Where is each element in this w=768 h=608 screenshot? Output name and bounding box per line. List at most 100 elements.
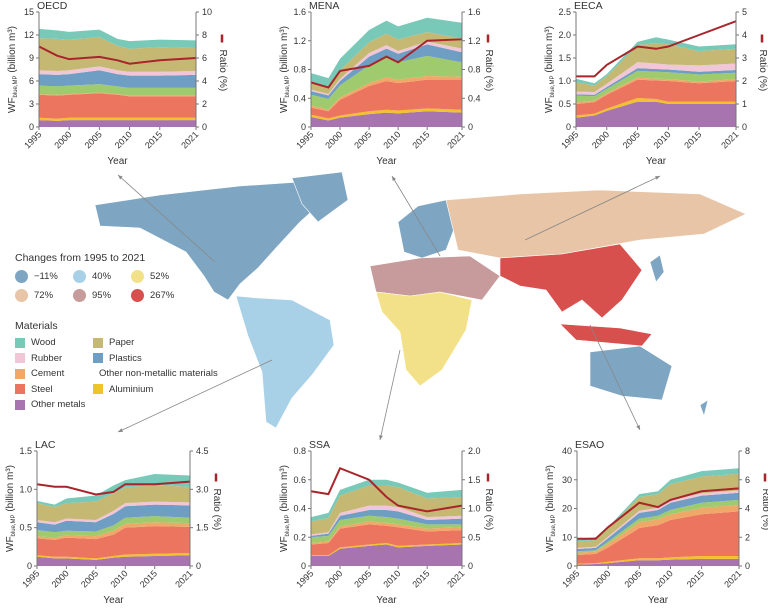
- y-tick-label: 12: [24, 30, 34, 40]
- area-paper: [576, 43, 736, 93]
- y-tick-label: 1.5: [19, 446, 32, 456]
- connector-arrow: [524, 175, 661, 241]
- area-other-metals: [576, 101, 736, 127]
- material-label: Plastics: [109, 352, 142, 364]
- y-tick-label: 0.4: [293, 504, 306, 514]
- material-item: Other non-metallic materials: [93, 368, 218, 379]
- x-axis-label: Year: [103, 595, 124, 606]
- region-south-america: [235, 295, 335, 429]
- material-swatch: [15, 368, 25, 379]
- region-greenland: [291, 171, 349, 223]
- chart-title: OECD: [37, 0, 68, 12]
- change-label: 72%: [34, 290, 54, 301]
- y-tick-label: 15: [24, 7, 34, 17]
- area-aluminium: [576, 98, 736, 118]
- region-europe: [397, 199, 457, 259]
- ratio-line: [577, 487, 740, 540]
- area-other-metals: [577, 558, 739, 566]
- y-label-sub: blue,MP: [550, 75, 556, 97]
- y2-tick-label: 2: [202, 99, 207, 109]
- y-axis-label: WFblue,MP (billion m³): [7, 26, 19, 113]
- y2-axis-label: Ratio (%): [483, 50, 494, 92]
- y-label-main: WF: [5, 536, 16, 552]
- y-tick-label: 0: [29, 122, 34, 132]
- area-other-metals: [37, 555, 190, 566]
- region-indonesia: [559, 323, 653, 347]
- change-label: 95%: [92, 290, 112, 301]
- y-label-sub: blue,MP: [285, 75, 291, 97]
- y2-tick-label: 2: [745, 532, 750, 542]
- arrowhead: [379, 435, 383, 440]
- y-axis-label: WFblue,MP (billion m³): [279, 465, 291, 552]
- area-plastics: [577, 492, 739, 552]
- area-cement: [39, 92, 196, 97]
- material-swatch: [15, 337, 25, 348]
- chart-title: EECA: [574, 0, 603, 12]
- chart-title: MENA: [309, 0, 339, 12]
- area-aluminium: [577, 555, 739, 565]
- y-label-unit: (billion m³): [7, 26, 18, 75]
- y-tick-label: 1.0: [19, 484, 32, 494]
- y2-tick-label: 1.5: [196, 523, 209, 533]
- x-axis-label: Year: [376, 156, 397, 167]
- change-swatch: [15, 289, 28, 302]
- material-item: Cement: [15, 368, 93, 379]
- ratio-line: [36, 480, 191, 496]
- y-tick-label: 1.2: [293, 36, 306, 46]
- changes-legend-title: Changes from 1995 to 2021: [15, 252, 146, 264]
- y-tick-label: 0.5: [558, 99, 571, 109]
- y-tick-label: 0.5: [19, 523, 32, 533]
- y-tick-label: 40: [562, 446, 572, 456]
- y-tick-label: 0.8: [293, 446, 306, 456]
- y2-tick-label: 4: [742, 30, 747, 40]
- y2-axis-label: Ratio (%): [217, 50, 228, 92]
- y2-tick-label: 1.6: [468, 7, 481, 17]
- y-label-main: WF: [544, 97, 555, 113]
- area-aluminium: [311, 108, 462, 121]
- ratio-line: [576, 20, 737, 78]
- area-paper: [39, 37, 196, 72]
- material-swatch: [15, 384, 25, 395]
- arrowhead: [118, 428, 123, 432]
- change-swatch: [73, 270, 86, 283]
- y2-tick-label: 2.0: [468, 446, 481, 456]
- area-other-non-metallic-materials: [576, 70, 736, 103]
- region-australia: [589, 345, 673, 401]
- y2-tick-label: 0.8: [468, 65, 481, 75]
- chart-eeca: 0 0.5 1.0 1.5 2.0 2.5 0 1 2 3 4 5 1995 2000 2005 2010 20…: [544, 0, 768, 167]
- area-aluminium: [311, 543, 462, 556]
- y2-tick-label: 10: [202, 7, 212, 17]
- area-paper: [311, 485, 462, 535]
- change-label: −11%: [34, 271, 58, 282]
- area-cement: [37, 522, 190, 540]
- change-label: 40%: [92, 271, 112, 282]
- ratio-line: [38, 45, 197, 65]
- y-tick-label: 0: [27, 561, 32, 571]
- chart-title: SSA: [309, 439, 330, 451]
- y-label-main: WF: [7, 97, 18, 113]
- material-item: Aluminium: [93, 384, 171, 395]
- y-tick-label: 0.6: [293, 475, 306, 485]
- area-steel: [576, 79, 736, 116]
- materials-legend: Materials Wood Paper Rubber Plastics Cement O…: [15, 320, 218, 413]
- change-item: 267%: [131, 289, 189, 302]
- region-japan: [649, 254, 665, 283]
- y-label-unit: (billion m³): [279, 465, 290, 514]
- area-steel: [577, 511, 739, 564]
- y-tick-label: 30: [562, 475, 572, 485]
- area-wood: [37, 474, 190, 507]
- y-tick-label: 0.2: [293, 532, 306, 542]
- area-cement: [311, 521, 462, 545]
- y-tick-label: 2.0: [558, 30, 571, 40]
- y-label-sub: blue,MP: [11, 514, 17, 536]
- change-item: −11%: [15, 270, 73, 283]
- y2-tick-label: 1: [742, 99, 747, 109]
- material-item: Wood: [15, 337, 93, 348]
- y2-tick-label: 0: [468, 561, 473, 571]
- y-label-sub: blue,MP: [285, 514, 291, 536]
